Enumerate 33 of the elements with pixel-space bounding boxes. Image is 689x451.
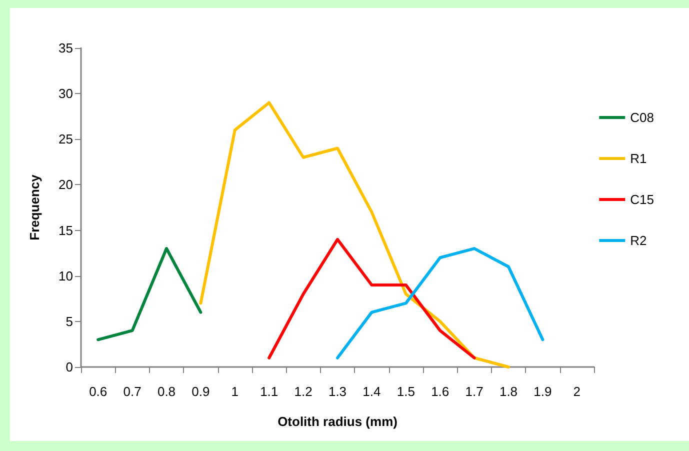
x-tick-label: 1.7 [465,384,484,399]
x-tick-label: 1.9 [534,384,552,399]
x-tick-label: 1.2 [294,384,312,399]
x-tick-label: 1.5 [396,384,415,399]
x-tick-label: 1.6 [431,384,450,399]
y-tick-label: 15 [58,222,73,238]
line-series [268,238,476,360]
y-tick-label: 0 [66,360,73,374]
line-series [96,247,202,342]
x-tick-label: 0.7 [123,384,142,399]
x-tick-label: 0.9 [192,384,210,399]
line-series [336,247,544,360]
x-tick-label: 0.8 [157,384,176,399]
line-series [199,101,510,368]
x-tick-label: 2 [573,384,581,399]
legend-label: C08 [630,110,654,125]
x-axis-title: Otolith radius (mm) [278,414,398,429]
y-tick-label: 5 [66,314,73,329]
legend-label: R1 [630,151,647,166]
x-tick-label: 1.8 [499,384,518,399]
y-tick-label: 30 [58,86,73,102]
x-tick-label: 1.4 [362,384,381,399]
y-tick-label: 25 [58,132,73,147]
y-tick-label: 20 [58,177,73,192]
y-axis-title: Frequency [27,174,42,240]
legend-label: R2 [630,233,647,248]
x-tick-label: 1.1 [260,384,278,399]
y-tick-label: 10 [58,268,73,284]
x-tick-label: 1.3 [328,384,347,399]
x-tick-label: 1 [231,384,239,399]
y-tick-label: 35 [58,40,73,56]
legend-label: C15 [630,192,654,207]
x-tick-label: 0.6 [89,384,108,399]
